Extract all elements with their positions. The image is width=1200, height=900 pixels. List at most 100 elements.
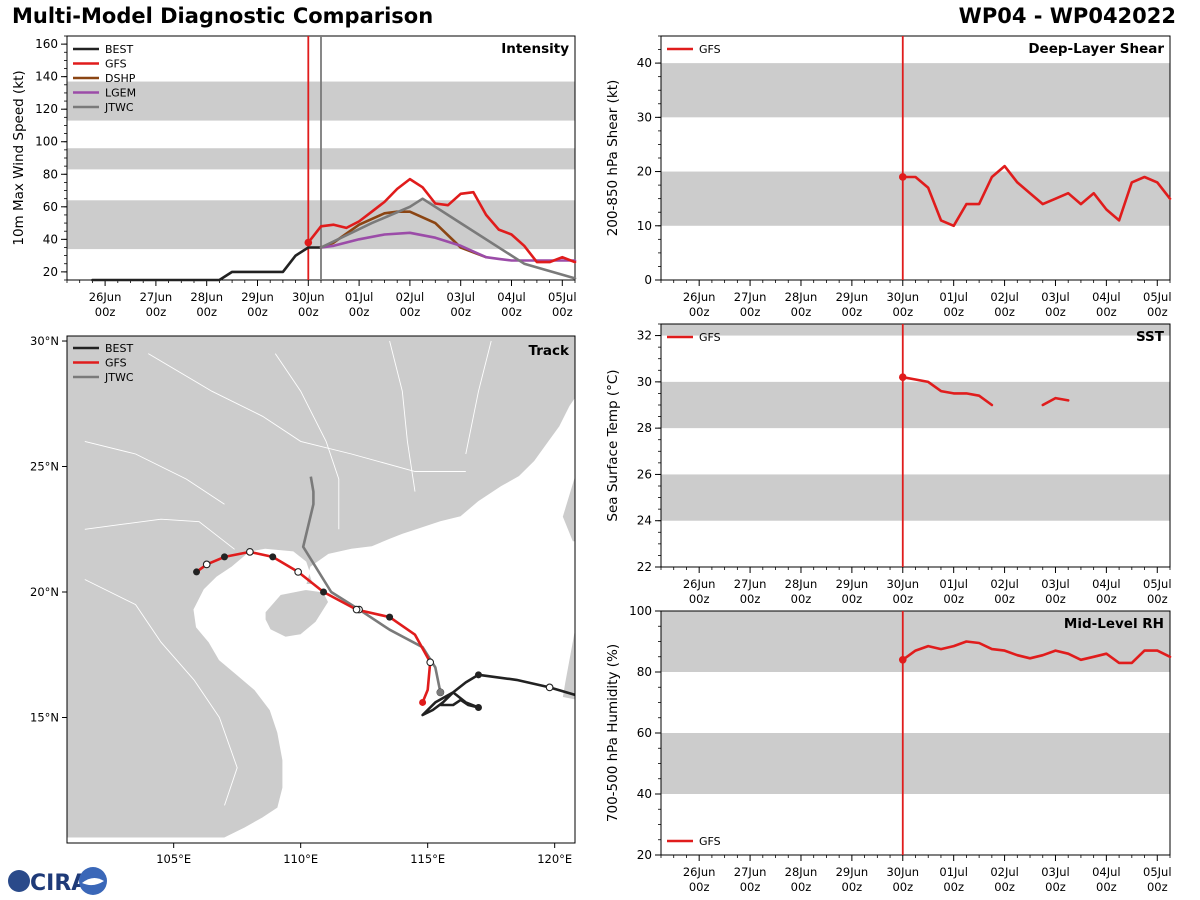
rh-x-tick-label: 02Jul <box>990 865 1019 879</box>
shear-x-tick-label: 00z <box>1096 305 1117 319</box>
intensity-y-tick-label: 20 <box>43 265 58 279</box>
track-point-gfs <box>193 568 201 576</box>
rh-legend-label-gfs: GFS <box>699 835 721 848</box>
track-legend-label-jtwc: JTWC <box>104 371 134 384</box>
storm-id: WP04 - WP042022 <box>958 4 1176 28</box>
intensity-x-tick-label: 00z <box>196 305 217 319</box>
rh-y-axis-label: 700-500 hPa Humidity (%) <box>605 644 621 822</box>
rh-x-tick-label: 05Jul <box>1143 865 1172 879</box>
map-border-3 <box>389 340 416 492</box>
sst-y-axis-label: Sea Surface Temp (°C) <box>605 369 621 521</box>
shear-x-tick-label: 03Jul <box>1041 290 1070 304</box>
track-point-gfs <box>220 553 228 561</box>
intensity-y-tick-label: 80 <box>43 167 58 181</box>
shear-x-tick-label: 30Jun <box>886 290 919 304</box>
intensity-y-tick-label: 120 <box>35 102 58 116</box>
intensity-y-tick-label: 140 <box>35 70 58 84</box>
map-border-0 <box>84 518 235 550</box>
shear-x-tick-label: 00z <box>740 305 761 319</box>
intensity-y-tick-label: 100 <box>35 135 58 149</box>
shear-x-tick-label: 00z <box>943 305 964 319</box>
intensity-y-tick-label: 160 <box>35 37 58 51</box>
track-legend-label-best: BEST <box>105 342 133 355</box>
shear-y-tick-label: 0 <box>644 273 652 287</box>
sst-y-tick-label: 32 <box>637 329 652 343</box>
sst-x-tick-label: 00z <box>791 592 812 606</box>
rh-y-tick-label: 100 <box>629 604 652 618</box>
rh-x-tick-label: 00z <box>1096 880 1117 894</box>
land-mainland <box>67 336 575 839</box>
shear-y-axis-label: 200-850 hPa Shear (kt) <box>605 80 621 237</box>
rh-band-1 <box>661 611 1170 672</box>
rh-x-tick-label: 00z <box>791 880 812 894</box>
shear-x-tick-label: 29Jun <box>836 290 869 304</box>
track-x-tick-label: 115°E <box>410 852 445 866</box>
track-line-best <box>421 673 575 717</box>
shear-y-tick-label: 20 <box>637 165 652 179</box>
intensity-x-tick-label: 26Jun <box>89 290 122 304</box>
track-point-gfs <box>269 553 277 561</box>
track-point-open-gfs <box>352 605 361 614</box>
shear-x-tick-label: 05Jul <box>1143 290 1172 304</box>
intensity-y-axis-label: 10m Max Wind Speed (kt) <box>11 70 27 245</box>
intensity-chart-group: 20 40 60 80 100 120 140 160 10m Max Wind Speed (… <box>11 35 577 319</box>
intensity-x-tick-label: 00z <box>146 305 167 319</box>
track-point-best <box>474 703 482 711</box>
intensity-legend-label-dshp: DSHP <box>105 72 136 85</box>
shear-panel-title: Deep-Layer Shear <box>1028 41 1164 57</box>
rh-y-tick-label: 60 <box>637 726 652 740</box>
intensity-x-tick-label: 00z <box>552 305 573 319</box>
map-border-1 <box>148 353 466 472</box>
intensity-x-tick-label: 05Jul <box>548 290 577 304</box>
track-point-open-gfs <box>246 548 254 556</box>
shear-band-0 <box>661 171 1170 226</box>
shear-series-gfs <box>901 164 1172 228</box>
shear-y-tick-label: 10 <box>637 219 652 233</box>
sst-y-tick-label: 30 <box>637 375 652 389</box>
intensity-x-tick-label: 00z <box>400 305 421 319</box>
sst-y-tick-label: 24 <box>637 514 652 528</box>
rh-x-tick-label: 29Jun <box>836 865 869 879</box>
track-point-gfs <box>419 698 427 706</box>
rh-x-tick-label: 26Jun <box>683 865 716 879</box>
sst-series-gfs-seg0 <box>901 375 994 407</box>
rh-series-gfs <box>901 640 1172 665</box>
rh-x-tick-label: 00z <box>1147 880 1168 894</box>
track-y-tick-label: 15°N <box>30 711 59 725</box>
shear-init-marker <box>898 173 907 181</box>
track-legend-label-gfs: GFS <box>105 357 127 370</box>
track-point-gfs <box>386 613 394 621</box>
map-border-4 <box>465 340 492 455</box>
track-x-tick-label: 120°E <box>537 852 572 866</box>
intensity-x-tick-label: 01Jul <box>345 290 374 304</box>
shear-x-tick-label: 00z <box>1045 305 1066 319</box>
shear-x-tick-label: 26Jun <box>683 290 716 304</box>
track-point-gfs <box>320 588 328 596</box>
intensity-x-tick-label: 00z <box>450 305 471 319</box>
intensity-y-tick-label: 40 <box>43 232 58 246</box>
map-border-5 <box>84 579 238 806</box>
rh-init-marker <box>898 656 907 664</box>
shear-x-tick-label: 00z <box>1147 305 1168 319</box>
shear-x-tick-label: 02Jul <box>990 290 1019 304</box>
intensity-legend-label-best: BEST <box>105 43 133 56</box>
track-panel-title: Track <box>529 343 570 359</box>
rh-x-tick-label: 00z <box>689 880 710 894</box>
track-point-jtwc-start <box>436 688 444 697</box>
sst-x-tick-label: 26Jun <box>683 577 716 591</box>
shear-x-tick-label: 00z <box>791 305 812 319</box>
rh-x-tick-label: 30Jun <box>886 865 919 879</box>
map-border-6 <box>84 440 225 505</box>
rh-band-0 <box>661 733 1170 794</box>
sst-series-gfs-seg1 <box>1041 396 1070 407</box>
rh-x-tick-label: 27Jun <box>734 865 767 879</box>
land-taiwan <box>561 473 575 543</box>
sst-x-tick-label: 00z <box>740 592 761 606</box>
cira-logo: CIRA <box>4 866 108 896</box>
intensity-x-tick-label: 02Jul <box>396 290 425 304</box>
shear-y-tick-label: 40 <box>637 56 652 70</box>
intensity-x-tick-label: 03Jul <box>446 290 475 304</box>
rh-chart-group: 20 40 60 80 100 700-500 hPa Humidity (%) 26Jun… <box>605 604 1172 894</box>
rh-x-tick-label: 00z <box>740 880 761 894</box>
